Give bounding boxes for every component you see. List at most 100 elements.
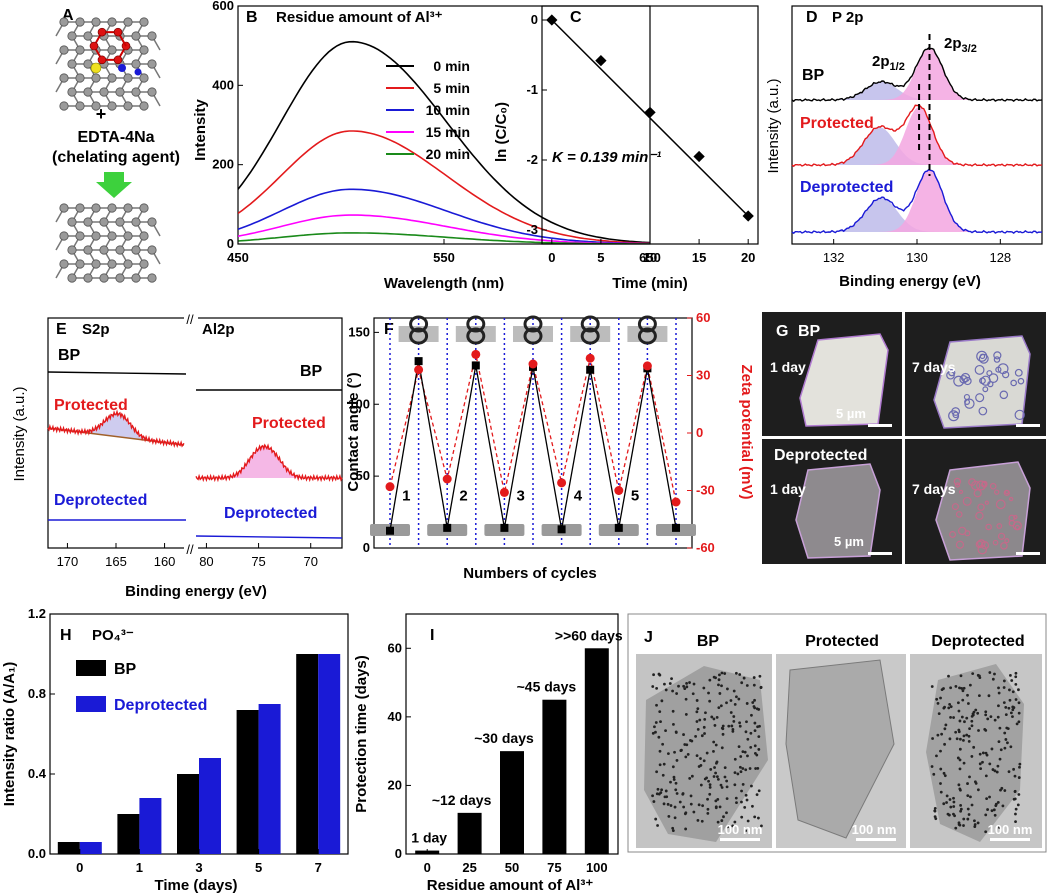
lattice-atom [83, 31, 93, 41]
e-label-deprotected-al: Deprotected [224, 505, 317, 522]
nanoparticle-dot [692, 810, 696, 814]
s2p-protected-line [47, 409, 185, 449]
nanoparticle-dot [740, 789, 743, 793]
x-tick-label: 128 [989, 250, 1011, 265]
nanoparticle-dot [723, 672, 727, 675]
nanoparticle-dot [987, 694, 991, 698]
nanoparticle-dot [984, 774, 988, 778]
chart-c-xlabel: Time (min) [612, 275, 688, 292]
nanoparticle-dot [716, 777, 720, 781]
nanoparticle-dot [966, 817, 970, 821]
e-label-bp-al: BP [300, 363, 323, 380]
nanoparticle-dot [1009, 745, 1013, 749]
y2-tick-label: 30 [696, 368, 710, 383]
nanoparticle-dot [734, 671, 738, 675]
nanoparticle-dot [1003, 789, 1007, 792]
droplet-image-high [455, 326, 496, 342]
lattice-atom [147, 87, 157, 97]
nanoparticle-dot [1011, 715, 1014, 719]
nanoparticle-dot [668, 682, 672, 685]
nanoparticle-dot [957, 783, 961, 787]
nanoparticle-dot [749, 746, 753, 749]
nanoparticle-dot [746, 819, 750, 823]
y-tick-label: 100 [348, 396, 370, 411]
legend-swatch [76, 660, 106, 676]
nanoparticle-dot [752, 676, 756, 679]
y-tick-label: 0 [531, 12, 538, 27]
nanoparticle-dot [979, 767, 983, 771]
chart-i-ylabel: Protection time (days) [353, 655, 370, 813]
nanoparticle-dot [721, 732, 725, 736]
nanoparticle-dot [708, 699, 712, 703]
lattice-atom [107, 73, 117, 83]
chart-h-title: PO₄³⁻ [92, 627, 134, 644]
corrosion-spot [992, 539, 999, 546]
panel-i: I 1 day 0 ~12 days 25 ~30 days 50 ~45 days 75 >>… [353, 613, 623, 894]
x-tick-label: 1 [136, 860, 143, 875]
nanoparticle-dot [674, 781, 678, 785]
bar-bp [296, 654, 319, 854]
nanoparticle-dot [689, 739, 692, 742]
droplet-bead [580, 327, 600, 345]
panel-d-letter: D [806, 9, 818, 26]
nanoparticle-dot [962, 817, 966, 821]
nanoparticle-dot [1006, 727, 1010, 731]
nanoparticle-dot [1016, 803, 1020, 807]
nanoparticle-dot [661, 742, 665, 746]
corrosion-spot [975, 393, 985, 403]
nanoparticle-dot [933, 809, 937, 813]
bar [457, 812, 482, 854]
droplet-bead [580, 315, 600, 333]
x-tick-label: 80 [199, 554, 213, 569]
x-tick-label: 5 [255, 860, 262, 875]
nanoparticle-dot [976, 711, 980, 715]
sulfur-atom [90, 62, 102, 74]
nanoparticle-dot [682, 805, 686, 809]
axis-break-gap [184, 540, 198, 556]
nanoparticle-dot [656, 824, 659, 827]
corrosion-spot [975, 511, 984, 521]
nanoparticle-dot [750, 713, 753, 717]
nanoparticle-dot [736, 772, 740, 776]
y-tick-label: -2 [526, 152, 538, 167]
nanoparticle-dot [712, 740, 716, 744]
nanoparticle-dot [961, 698, 965, 702]
droplet-bead [466, 327, 486, 345]
lattice-atom [115, 87, 125, 97]
corrosion-spot [978, 406, 988, 416]
nanoparticle-dot [677, 684, 680, 688]
nanoparticle-dot [1006, 741, 1009, 745]
nanoparticle-dot [942, 802, 946, 806]
nanoparticle-dot [930, 685, 934, 688]
nanoparticle-dot [949, 686, 953, 690]
nanoparticle-dot [1017, 793, 1021, 796]
corrosion-spot [993, 489, 1000, 495]
nanoparticle-dot [959, 737, 962, 741]
contact-angle-line [389, 361, 677, 531]
nanoparticle-dot [716, 798, 720, 801]
nanoparticle-dot [995, 770, 999, 774]
nanoparticle-dot [741, 750, 745, 753]
x-tick-label: 0 [548, 250, 555, 265]
nanoparticle-dot [974, 708, 978, 712]
nanoparticle-dot [988, 795, 991, 799]
nanoparticle-dot [708, 792, 712, 796]
nanoparticle-dot [731, 824, 735, 828]
nanoparticle-dot [720, 746, 724, 750]
nanoparticle-dot [733, 702, 737, 706]
nanoparticle-dot [706, 811, 710, 815]
x-tick-label: 5 [597, 250, 604, 265]
bar [500, 751, 524, 854]
nanoparticle-dot [961, 689, 965, 693]
nanoparticle-dot [664, 729, 667, 733]
nanoparticle-dot [1014, 820, 1017, 824]
zeta-point [585, 353, 595, 363]
nanoparticle-dot [717, 678, 721, 682]
y-tick-label: 60 [388, 640, 402, 655]
nanoparticle-dot [655, 686, 659, 690]
g-divider-h [762, 436, 1046, 439]
nanoparticle-dot [685, 743, 689, 747]
nanoparticle-dot [962, 761, 966, 765]
cycle-label: 2 [459, 488, 467, 505]
